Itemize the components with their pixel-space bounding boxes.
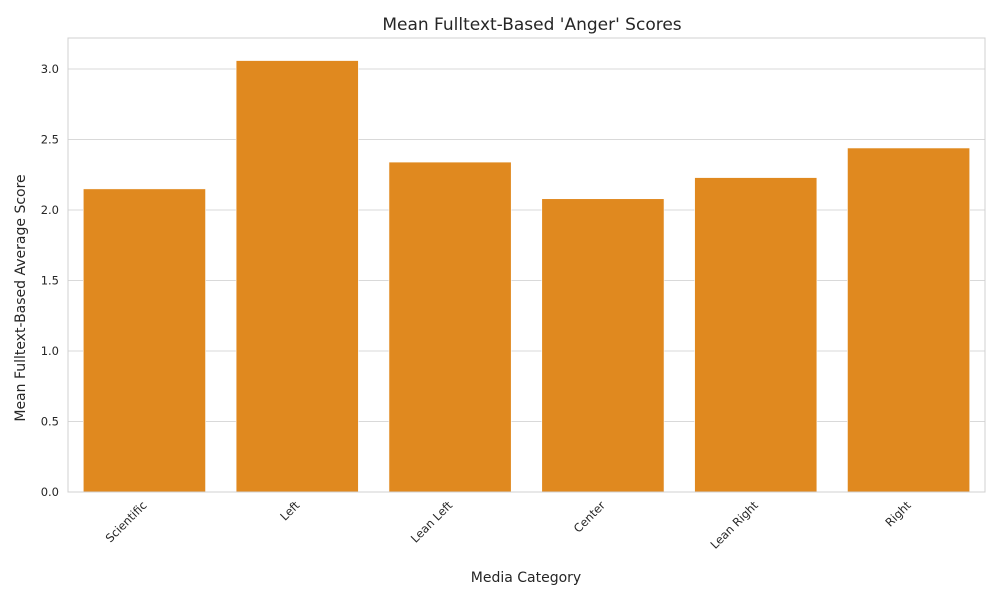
y-tick-label: 0.0: [41, 485, 59, 499]
bar-lean-right: [694, 177, 818, 493]
y-tick-label: 3.0: [41, 62, 59, 76]
bars: [82, 60, 971, 493]
x-tick-label: Scientific: [103, 498, 150, 545]
bar-right: [847, 147, 971, 493]
y-axis-label: Mean Fulltext-Based Average Score: [13, 174, 29, 421]
bar-lean-left: [388, 161, 512, 493]
y-tick-label: 0.5: [41, 415, 59, 429]
chart-title: Mean Fulltext-Based 'Anger' Scores: [382, 15, 681, 35]
y-tick-label: 2.5: [41, 133, 59, 147]
x-tick-label: Center: [571, 498, 608, 535]
x-tick-label: Left: [277, 498, 303, 524]
gridlines: [68, 68, 985, 493]
x-axis-label: Media Category: [471, 570, 581, 586]
x-tick-label: Lean Right: [707, 498, 761, 552]
bar-left: [235, 60, 359, 493]
plot-frame: [67, 37, 986, 493]
y-tick-label: 2.0: [41, 203, 59, 217]
y-tick-labels: 0.0 0.5 1.0 1.5 2.0 2.5 3.0: [41, 62, 59, 499]
x-tick-labels: Scientific Left Lean Left Center Lean Right R…: [103, 498, 914, 552]
bar-center: [541, 198, 665, 493]
y-tick-label: 1.0: [41, 344, 59, 358]
bar-scientific: [82, 188, 206, 493]
y-tick-label: 1.5: [41, 274, 59, 288]
x-tick-label: Lean Left: [408, 498, 456, 546]
x-tick-label: Right: [882, 498, 914, 530]
